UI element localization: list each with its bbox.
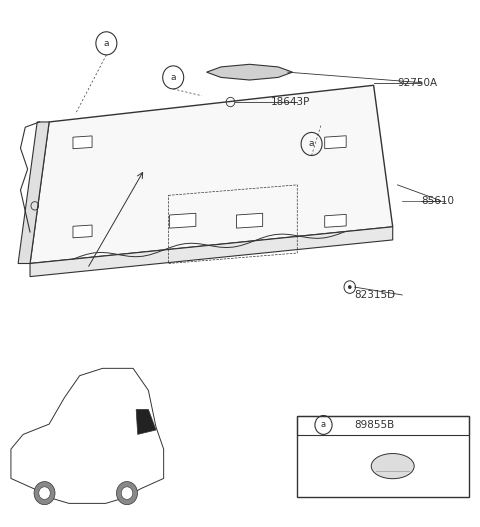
Polygon shape — [11, 368, 164, 503]
Polygon shape — [18, 122, 49, 264]
Circle shape — [121, 487, 133, 500]
Polygon shape — [73, 136, 92, 149]
Polygon shape — [30, 85, 393, 264]
Text: a: a — [170, 73, 176, 82]
Bar — [297, 415, 469, 435]
Text: a: a — [309, 140, 314, 149]
Polygon shape — [324, 136, 346, 149]
Bar — [297, 415, 469, 497]
Polygon shape — [237, 213, 263, 228]
Text: 18643P: 18643P — [271, 97, 311, 107]
Circle shape — [34, 482, 55, 505]
Polygon shape — [136, 409, 156, 434]
Ellipse shape — [371, 454, 414, 479]
Circle shape — [39, 487, 50, 500]
Text: a: a — [321, 421, 326, 430]
Text: 89855B: 89855B — [355, 420, 395, 430]
Polygon shape — [324, 214, 346, 227]
Text: a: a — [104, 39, 109, 48]
Text: 92750A: 92750A — [397, 77, 438, 87]
Polygon shape — [169, 213, 196, 228]
Circle shape — [348, 286, 351, 289]
Polygon shape — [73, 225, 92, 238]
Circle shape — [117, 482, 137, 505]
Text: 85610: 85610 — [421, 196, 455, 206]
Polygon shape — [206, 64, 292, 80]
Text: 82315D: 82315D — [355, 290, 396, 300]
Polygon shape — [30, 227, 393, 277]
